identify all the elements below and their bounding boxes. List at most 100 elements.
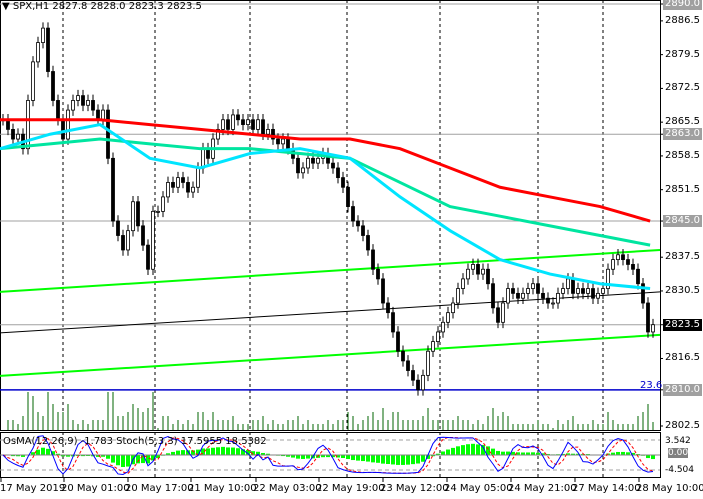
osma-bar — [206, 448, 210, 455]
osma-bar — [281, 455, 285, 457]
osma-bar — [126, 455, 130, 467]
time-tick: 24 May 05:00 — [444, 483, 513, 494]
candle-body — [566, 278, 570, 289]
osma-bar — [326, 455, 330, 458]
osma-bar — [56, 453, 60, 455]
candle-body — [466, 268, 470, 280]
osma-bar — [476, 444, 480, 455]
candle-body — [406, 360, 410, 371]
osma-bar — [466, 444, 470, 455]
osma-bar — [41, 447, 45, 455]
osma-bar — [536, 452, 540, 455]
price-tick: 2863.0 — [663, 128, 702, 141]
ma50-line — [0, 122, 651, 291]
candle-body — [316, 157, 320, 164]
candle-body — [181, 177, 185, 183]
candle-body — [571, 278, 575, 294]
osma-bar — [356, 455, 360, 461]
candle-body — [16, 133, 20, 140]
candle-body — [551, 302, 555, 305]
candle-body — [651, 324, 655, 333]
candle-body — [356, 220, 360, 227]
candle-body — [51, 71, 55, 101]
candle-body — [131, 201, 135, 232]
candle-body — [121, 235, 125, 251]
candle-body — [281, 138, 285, 145]
candle-body — [396, 331, 400, 352]
osma-bar — [36, 449, 40, 455]
osma-bar — [456, 446, 460, 455]
osma-bar — [371, 455, 375, 463]
osma-bar — [196, 449, 200, 455]
osma-bar — [421, 455, 425, 462]
price-tick: 2816.5 — [665, 352, 700, 364]
candle-body — [586, 288, 590, 294]
osma-bar — [216, 447, 220, 455]
osma-bar — [16, 455, 20, 457]
candle-body — [191, 186, 195, 193]
price-tick: 2858.5 — [665, 149, 700, 161]
osma-bar — [101, 455, 105, 457]
osma-bar — [531, 452, 535, 455]
osma-bar — [201, 448, 205, 455]
candle-body — [561, 288, 565, 294]
osma-bar — [361, 455, 365, 462]
ma200-line — [0, 118, 651, 223]
candle-body — [116, 220, 120, 236]
candle-body — [196, 167, 200, 188]
price-tick: 2890.0 — [663, 0, 702, 10]
osma-bar — [151, 455, 155, 461]
candle-body — [276, 138, 280, 145]
indicator-label: OsMA(12,26,9) -1.783 Stoch(5,3,3) 17.595… — [3, 436, 267, 447]
osma-bar — [616, 451, 620, 455]
fib-label: 23.6 — [640, 380, 663, 391]
candle-body — [611, 259, 615, 270]
candle-body — [411, 370, 415, 381]
osma-bar — [561, 453, 565, 455]
osma-bar — [256, 451, 260, 455]
osma-bar — [626, 452, 630, 455]
candle-body — [26, 100, 30, 150]
candle-body — [86, 100, 90, 106]
osma-bar — [631, 452, 635, 455]
candle-body — [56, 100, 60, 121]
candle-body — [371, 249, 375, 270]
candle-body — [126, 230, 130, 251]
candle-body — [401, 350, 405, 362]
osma-bar — [241, 449, 245, 455]
time-tick: 20 May 01:00 — [61, 483, 130, 494]
candle-body — [451, 302, 455, 314]
osma-bar — [66, 455, 70, 457]
osma-bar — [226, 447, 230, 455]
osma-bar — [406, 455, 410, 465]
osma-bar — [106, 455, 110, 459]
candle-body — [151, 210, 155, 270]
osma-bar — [496, 450, 500, 455]
dropdown-triangle-icon[interactable]: ▼ — [2, 1, 10, 12]
candle-body — [231, 114, 235, 130]
osma-bar — [411, 455, 415, 465]
candle-body — [456, 288, 460, 304]
candle-body — [376, 268, 380, 280]
candle-body — [91, 100, 95, 111]
osma-bar — [296, 455, 300, 459]
time-tick: 20 May 17:00 — [125, 483, 194, 494]
candle-body — [521, 292, 525, 299]
osma-bar — [501, 451, 505, 455]
candle-body — [616, 254, 620, 261]
osma-bar — [441, 451, 445, 455]
candle-body — [421, 374, 425, 391]
osma-bar — [566, 453, 570, 455]
osma-bar — [451, 447, 455, 455]
osma-bar — [146, 455, 150, 464]
osma-bar — [461, 445, 465, 455]
osma-bar — [341, 455, 345, 459]
channel-middle-line — [0, 291, 661, 334]
candle-body — [361, 225, 365, 236]
chart-header: ▼ SPX,H1 2827.8 2828.0 2823.3 2823.5 — [2, 1, 202, 12]
price-tick: 2845.0 — [663, 215, 702, 228]
osma-bar — [436, 453, 440, 455]
candle-body — [221, 119, 225, 130]
